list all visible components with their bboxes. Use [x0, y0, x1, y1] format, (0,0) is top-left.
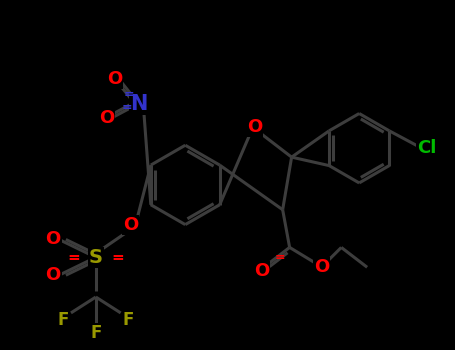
Text: =: = [111, 250, 124, 265]
Text: O: O [99, 110, 114, 127]
Text: F: F [123, 311, 134, 329]
Text: N: N [130, 93, 147, 113]
Text: =: = [123, 88, 134, 101]
Text: O: O [254, 262, 269, 280]
Text: O: O [314, 258, 329, 276]
Text: S: S [89, 248, 103, 267]
Text: O: O [247, 118, 263, 136]
Text: F: F [90, 324, 101, 342]
Text: =: = [68, 250, 81, 265]
Text: F: F [57, 311, 69, 329]
Text: =: = [274, 251, 285, 264]
Text: Cl: Cl [417, 139, 436, 157]
Text: O: O [123, 216, 138, 233]
Text: O: O [46, 231, 61, 248]
Text: =: = [121, 101, 132, 114]
Text: O: O [46, 266, 61, 284]
Text: O: O [107, 70, 122, 88]
